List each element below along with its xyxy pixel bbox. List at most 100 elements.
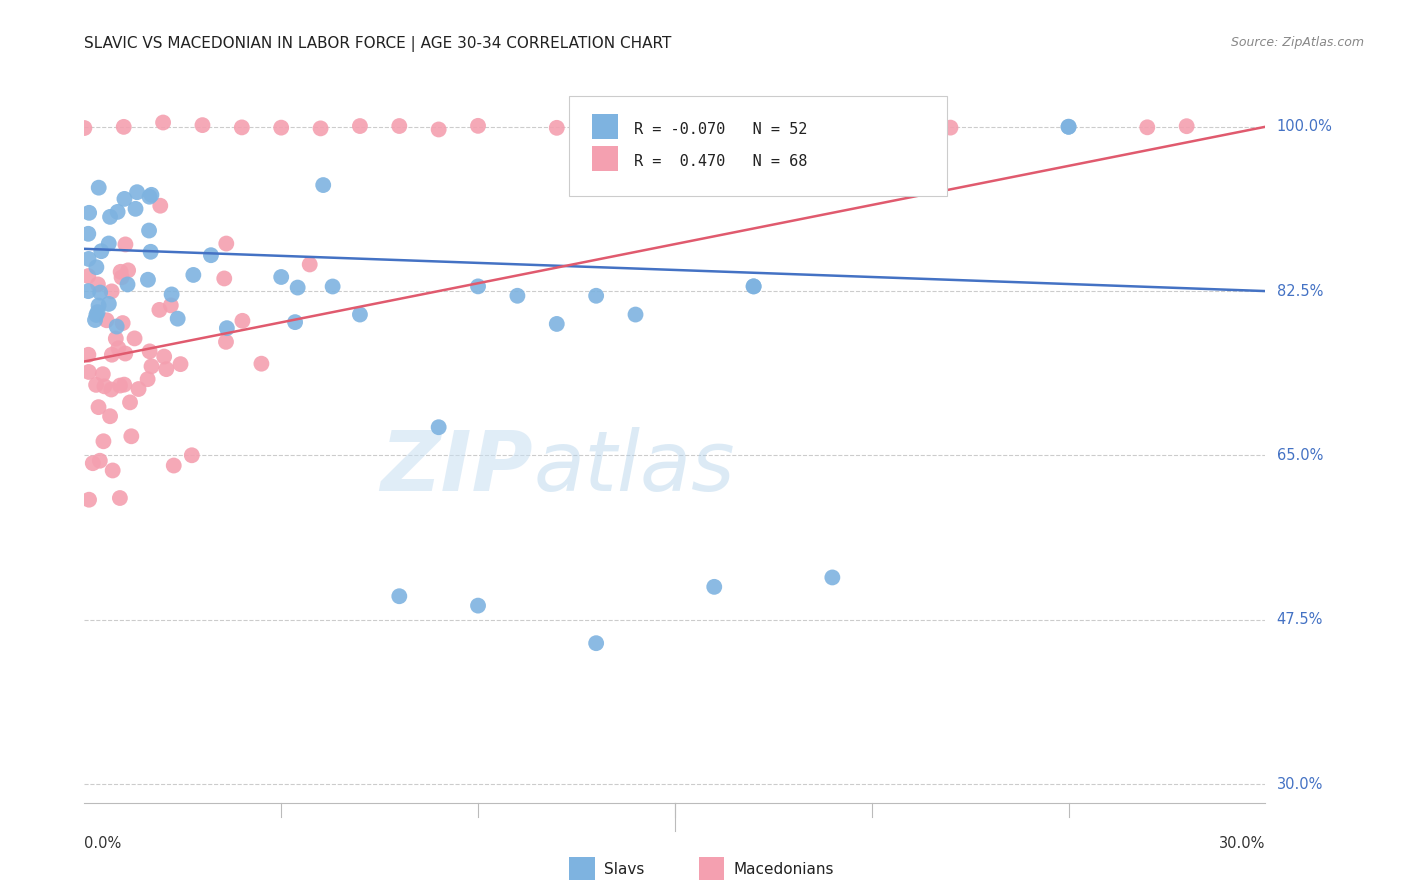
Text: Source: ZipAtlas.com: Source: ZipAtlas.com	[1230, 36, 1364, 49]
Point	[97, 236, 120, 251]
Point	[104, 332, 127, 346]
Point	[139, 244, 162, 259]
Point	[77, 284, 100, 298]
Point	[110, 270, 132, 285]
Point	[136, 273, 159, 287]
Point	[87, 299, 110, 313]
Point	[191, 118, 214, 132]
Point	[467, 599, 489, 613]
Point	[155, 362, 177, 376]
Point	[120, 429, 142, 443]
Point	[96, 313, 118, 327]
Point	[546, 317, 568, 331]
Point	[287, 280, 309, 294]
Point	[138, 344, 160, 359]
Point	[183, 268, 205, 282]
Point	[231, 314, 253, 328]
Point	[1175, 119, 1198, 133]
Point	[84, 313, 107, 327]
Point	[349, 119, 371, 133]
Text: 30.0%: 30.0%	[1219, 836, 1265, 851]
Point	[141, 359, 163, 374]
Point	[77, 365, 100, 379]
Point	[124, 202, 146, 216]
Point	[107, 341, 129, 355]
Point	[138, 223, 160, 237]
Point	[117, 277, 139, 292]
Point	[128, 382, 150, 396]
Point	[1057, 120, 1080, 134]
Point	[250, 357, 273, 371]
Point	[180, 448, 202, 462]
FancyBboxPatch shape	[699, 857, 724, 880]
Point	[86, 308, 108, 322]
FancyBboxPatch shape	[568, 96, 946, 196]
Text: 82.5%: 82.5%	[1277, 284, 1323, 299]
Point	[270, 270, 292, 285]
Text: 100.0%: 100.0%	[1277, 120, 1333, 135]
Point	[87, 400, 110, 414]
Point	[742, 279, 765, 293]
Point	[77, 348, 100, 362]
Text: atlas: atlas	[533, 427, 735, 508]
Point	[388, 589, 411, 603]
Point	[585, 636, 607, 650]
Point	[124, 331, 146, 345]
Text: ZIP: ZIP	[381, 427, 533, 508]
Point	[125, 185, 148, 199]
Point	[89, 285, 111, 300]
Point	[110, 265, 132, 279]
Point	[467, 119, 489, 133]
Point	[90, 244, 112, 259]
Text: Macedonians: Macedonians	[734, 862, 834, 877]
Point	[160, 287, 183, 301]
Point	[215, 321, 238, 335]
Point	[117, 263, 139, 277]
Text: Slavs: Slavs	[605, 862, 644, 877]
Text: 65.0%: 65.0%	[1277, 448, 1323, 463]
Point	[111, 316, 134, 330]
Point	[77, 206, 100, 220]
Point	[112, 377, 135, 392]
Point	[89, 454, 111, 468]
Point	[108, 378, 131, 392]
Text: 30.0%: 30.0%	[1277, 777, 1323, 791]
Point	[212, 271, 235, 285]
Point	[298, 257, 321, 271]
Point	[77, 492, 100, 507]
Point	[270, 120, 292, 135]
Point	[84, 377, 107, 392]
Point	[215, 236, 238, 251]
Point	[101, 348, 124, 362]
Point	[149, 199, 172, 213]
Point	[703, 120, 725, 134]
Text: R =  0.470   N = 68: R = 0.470 N = 68	[634, 154, 807, 169]
Point	[114, 237, 136, 252]
Point	[821, 570, 844, 584]
Point	[86, 260, 108, 275]
Point	[148, 302, 170, 317]
Point	[546, 120, 568, 135]
FancyBboxPatch shape	[568, 857, 595, 880]
Point	[200, 248, 222, 262]
Point	[87, 277, 110, 292]
Point	[100, 285, 122, 299]
Point	[114, 192, 136, 206]
Point	[105, 319, 128, 334]
Point	[939, 120, 962, 135]
Point	[114, 346, 136, 360]
Text: 47.5%: 47.5%	[1277, 612, 1323, 627]
Point	[166, 311, 188, 326]
Point	[467, 279, 489, 293]
FancyBboxPatch shape	[592, 146, 619, 171]
Text: 0.0%: 0.0%	[84, 836, 121, 851]
Point	[86, 305, 108, 319]
Point	[284, 315, 307, 329]
Point	[163, 458, 186, 473]
Point	[427, 122, 450, 136]
Point	[93, 434, 115, 449]
Point	[77, 269, 100, 284]
Point	[1136, 120, 1159, 135]
Point	[427, 420, 450, 434]
Point	[349, 308, 371, 322]
